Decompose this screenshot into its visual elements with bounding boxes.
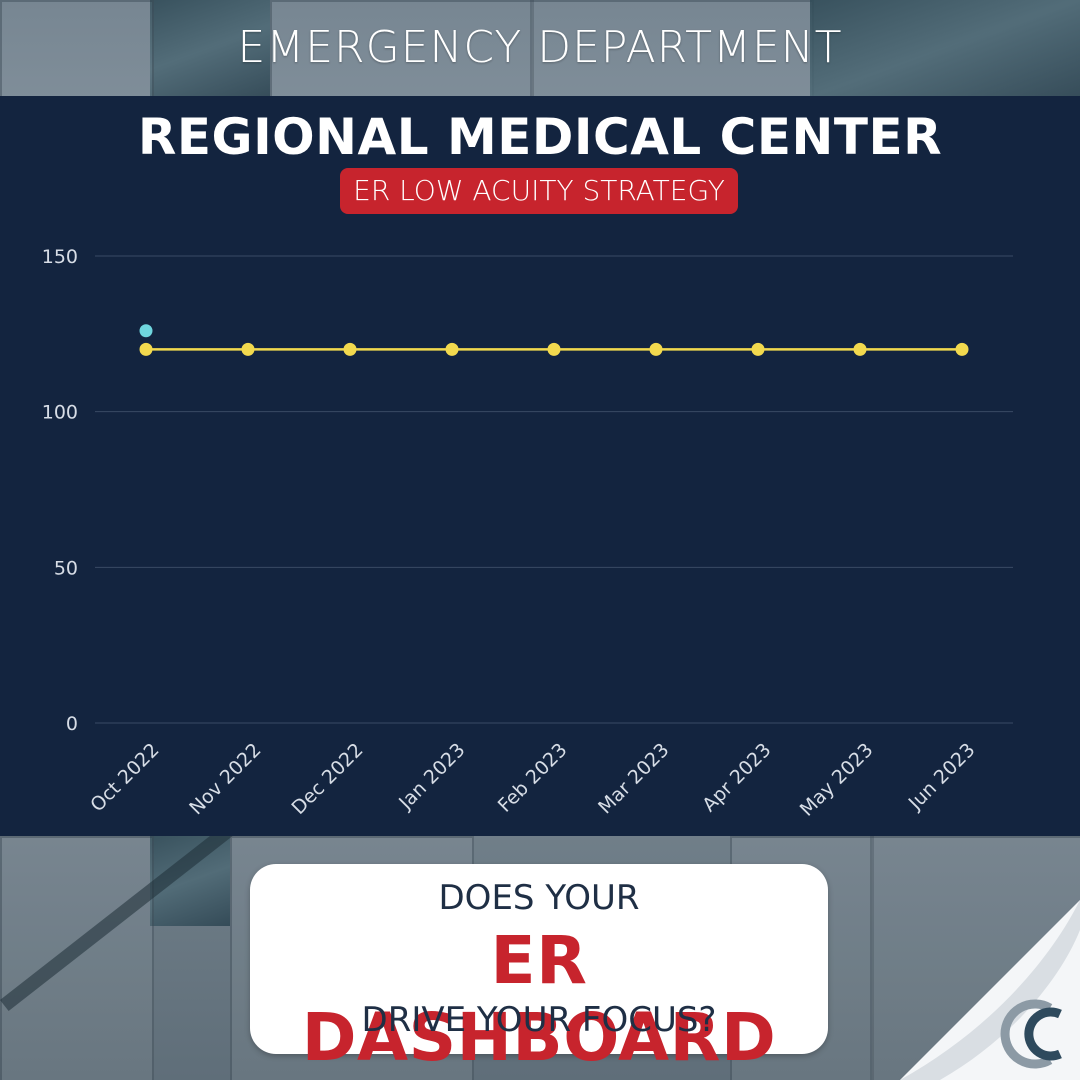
- series-point: [241, 342, 255, 356]
- chart-panel-title: REGIONAL MEDICAL CENTER: [137, 108, 943, 166]
- callout-box: DOES YOUR ER DASHBOARD DRIVE YOUR FOCUS?: [250, 864, 828, 1076]
- x-tick-label: Nov 2022: [185, 739, 265, 819]
- x-tick-label: May 2023: [796, 739, 878, 821]
- y-tick-label: 150: [42, 246, 78, 268]
- chart-panel: REGIONAL MEDICAL CENTER ER LOW ACUITY ST…: [0, 96, 1080, 836]
- callout-line-1: DOES YOUR: [438, 878, 640, 918]
- y-tick-label: 50: [54, 557, 78, 579]
- strategy-badge: ER LOW ACUITY STRATEGY: [340, 168, 738, 214]
- department-title: EMERGENCY DEPARTMENT: [237, 22, 843, 73]
- line-chart: 0 50 100 150 Oct 2022 Nov 2022 Dec 2022 Jan 202…: [42, 246, 1013, 821]
- page-peel-logo: [900, 900, 1080, 1080]
- callout-line-3: DRIVE YOUR FOCUS?: [361, 1000, 717, 1040]
- x-tick-label: Dec 2022: [288, 739, 368, 819]
- series-point: [445, 342, 459, 356]
- y-tick-label: 0: [66, 713, 78, 735]
- x-tick-label: Feb 2023: [494, 739, 572, 817]
- x-tick-label: Oct 2022: [86, 739, 163, 816]
- x-tick-label: Mar 2023: [594, 739, 673, 818]
- series-point: [139, 342, 153, 356]
- series-point: [649, 342, 663, 356]
- y-tick-label: 100: [42, 402, 78, 424]
- series-point: [955, 342, 969, 356]
- series-point: [853, 342, 867, 356]
- series-point: [547, 342, 561, 356]
- series-point: [343, 342, 357, 356]
- company-logo-icon: [1000, 999, 1062, 1069]
- x-tick-label: Jan 2023: [394, 739, 469, 814]
- x-tick-label: Apr 2023: [698, 739, 775, 816]
- callout-headline: ER DASHBOARD: [301, 922, 777, 1076]
- x-tick-label: Jun 2023: [904, 739, 980, 815]
- highlight-point: [139, 324, 153, 338]
- series-point: [751, 342, 765, 356]
